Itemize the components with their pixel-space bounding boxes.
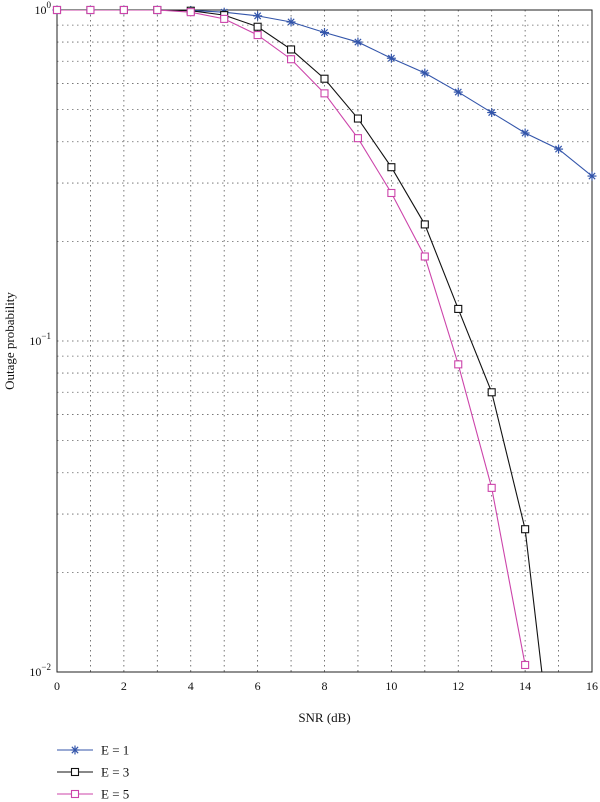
data-point xyxy=(420,220,429,229)
asterisk-stroke xyxy=(387,54,395,62)
data-point xyxy=(86,5,95,15)
data-point xyxy=(286,17,296,27)
x-tick-label: 0 xyxy=(54,679,60,693)
y-tick-labels: 100 10−1 10−2 xyxy=(29,0,51,679)
x-tick-label: 12 xyxy=(452,679,464,693)
data-point xyxy=(453,87,463,97)
data-point xyxy=(119,5,128,15)
series-layer xyxy=(52,5,597,672)
y-tick-label: 100 xyxy=(35,0,52,17)
x-tick-label: 10 xyxy=(385,679,397,693)
asterisk-stroke xyxy=(454,88,462,96)
data-point xyxy=(253,22,262,31)
asterisk-stroke xyxy=(71,746,79,754)
data-point xyxy=(387,188,396,198)
data-point xyxy=(320,28,329,38)
asterisk-stroke xyxy=(554,145,563,153)
asterisk-stroke xyxy=(421,69,429,77)
data-point xyxy=(353,37,363,47)
data-point xyxy=(520,128,530,138)
y-tick-label: 10−2 xyxy=(29,662,51,679)
y-axis-label: Outage probability xyxy=(2,292,17,390)
legend-label: E = 5 xyxy=(101,787,129,802)
legend-label: E = 1 xyxy=(101,743,129,758)
x-tick-label: 4 xyxy=(188,679,194,693)
data-point xyxy=(253,31,262,40)
x-axis-label: SNR (dB) xyxy=(298,710,350,725)
legend-marker xyxy=(70,745,80,755)
asterisk-stroke xyxy=(488,108,496,117)
data-point xyxy=(186,8,195,17)
asterisk-stroke xyxy=(521,129,529,137)
x-tick-label: 6 xyxy=(255,679,261,693)
data-point xyxy=(420,252,429,261)
legend-item: E = 5 xyxy=(57,787,129,802)
asterisk-stroke xyxy=(588,172,596,180)
x-tick-label: 2 xyxy=(121,679,127,693)
legend: E = 1 E = 3 E = 5 xyxy=(57,743,129,802)
data-point xyxy=(487,108,497,118)
data-point xyxy=(52,5,62,15)
data-point xyxy=(320,89,329,98)
data-point xyxy=(253,11,263,21)
data-point xyxy=(521,660,530,670)
y-tick-label: 10−1 xyxy=(29,331,51,348)
series-line xyxy=(57,10,526,666)
data-point xyxy=(287,55,296,64)
data-point xyxy=(220,14,229,23)
data-point xyxy=(521,525,530,534)
grid-layer xyxy=(57,10,592,672)
plot-frame xyxy=(56,9,593,673)
legend-marker xyxy=(70,767,80,777)
asterisk-stroke xyxy=(287,18,295,26)
data-point xyxy=(387,163,396,172)
series-line xyxy=(57,10,543,672)
series-3 xyxy=(52,5,530,670)
data-point xyxy=(587,171,597,181)
x-tick-label: 14 xyxy=(519,679,531,693)
x-tick-label: 8 xyxy=(322,679,328,693)
x-tick-label: 16 xyxy=(586,679,598,693)
data-point xyxy=(287,45,296,54)
data-point xyxy=(320,74,329,83)
data-point xyxy=(353,114,362,123)
legend-label: E = 3 xyxy=(101,765,129,780)
data-point xyxy=(153,5,162,15)
data-point xyxy=(454,304,463,313)
data-point xyxy=(487,483,496,492)
asterisk-stroke xyxy=(354,38,362,46)
data-point xyxy=(487,388,496,397)
legend-item: E = 3 xyxy=(57,765,129,780)
legend-item: E = 1 xyxy=(57,743,129,758)
data-point xyxy=(420,68,430,78)
data-point xyxy=(353,134,362,143)
asterisk-stroke xyxy=(254,12,262,20)
x-tick-labels: 0 2 4 6 8 10 12 14 16 xyxy=(54,679,598,693)
legend-marker xyxy=(70,789,80,799)
data-point xyxy=(454,360,463,369)
data-point xyxy=(554,144,564,154)
data-point xyxy=(386,53,396,63)
asterisk-stroke xyxy=(320,28,329,37)
